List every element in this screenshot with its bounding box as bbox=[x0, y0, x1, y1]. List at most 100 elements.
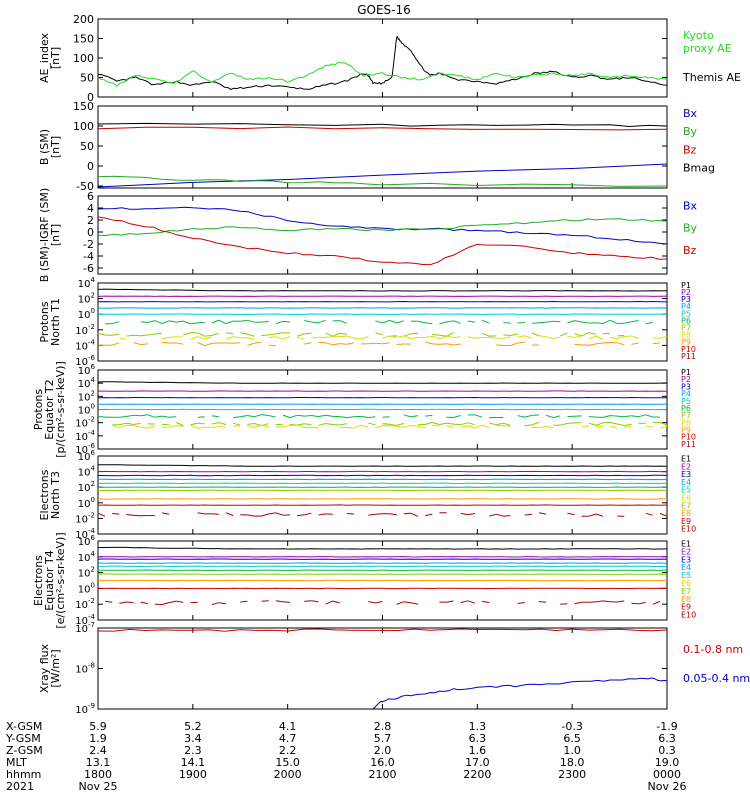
series-p9-segment bbox=[432, 343, 440, 345]
series-p7-segment bbox=[389, 423, 397, 426]
series-p7-segment bbox=[126, 422, 134, 425]
series-p7-segment bbox=[218, 422, 227, 425]
series-e10-segment bbox=[375, 600, 383, 604]
panel-frame bbox=[97, 455, 668, 535]
series-p9-segment bbox=[368, 342, 376, 345]
series-bmag bbox=[97, 122, 668, 128]
legend-label-bz: Bz bbox=[683, 143, 697, 156]
series-p8-segment bbox=[325, 336, 333, 338]
series-p6-segment bbox=[318, 414, 326, 418]
series-p8-segment bbox=[197, 336, 205, 340]
series-p9-segment bbox=[133, 342, 141, 346]
legend-label-p5: P5 bbox=[681, 397, 691, 406]
series-p6-segment bbox=[425, 322, 433, 325]
series-p9-segment bbox=[304, 342, 312, 345]
series-p7-segment bbox=[446, 332, 454, 337]
series-p8-segment bbox=[467, 425, 476, 429]
series-p7-segment bbox=[524, 424, 532, 427]
series-e10-segment bbox=[225, 512, 234, 517]
series-bx bbox=[97, 206, 668, 245]
series-p6-segment bbox=[268, 415, 276, 418]
y-tick-label: 50 bbox=[80, 72, 94, 85]
series-p6-segment bbox=[617, 415, 625, 418]
series-p6-segment bbox=[631, 415, 639, 418]
series-p8-segment bbox=[190, 336, 198, 340]
y-tick-label: 10-6 bbox=[75, 354, 95, 368]
series-e10-segment bbox=[588, 513, 597, 517]
series-p8-segment bbox=[296, 336, 305, 340]
series-p6-segment bbox=[211, 415, 219, 418]
series-p8-segment bbox=[382, 335, 390, 339]
series-p9-segment bbox=[510, 342, 518, 346]
x-row-value: 13.1 bbox=[86, 756, 111, 769]
legend-label-p4: P4 bbox=[681, 390, 691, 399]
y-axis-label: [e/(cm²-s-sr-keV)] bbox=[54, 532, 67, 628]
series-p8-segment bbox=[161, 336, 170, 340]
series-p6-segment bbox=[602, 415, 611, 418]
y-tick-label: 102 bbox=[78, 292, 95, 306]
series-p8-segment bbox=[538, 335, 547, 338]
series-p6-segment bbox=[638, 414, 646, 418]
series-p8-segment bbox=[197, 426, 205, 429]
series-p6-segment bbox=[254, 414, 262, 418]
series-p6-segment bbox=[140, 414, 148, 417]
y-axis-label: [nT] bbox=[49, 224, 62, 246]
series-e10-segment bbox=[161, 602, 170, 605]
x-row-label: X-GSM bbox=[6, 720, 42, 733]
series-p6-segment bbox=[112, 321, 120, 325]
y-axis-label: North T3 bbox=[49, 471, 62, 519]
series-p8-segment bbox=[503, 336, 511, 339]
series-p6-segment bbox=[297, 414, 305, 417]
series-p9-segment bbox=[652, 342, 660, 345]
series-p6-segment bbox=[645, 414, 653, 418]
series-p9-segment bbox=[425, 341, 433, 345]
series-e10-segment bbox=[168, 600, 177, 604]
series-p8-segment bbox=[474, 337, 483, 339]
x-row-label: Z-GSM bbox=[6, 744, 43, 757]
series-p8-segment bbox=[346, 427, 355, 429]
x-row-value: 6.3 bbox=[658, 732, 676, 745]
legend-label-p5: P5 bbox=[681, 309, 691, 318]
series-p7-segment bbox=[275, 332, 283, 335]
series-e10-segment bbox=[190, 601, 198, 604]
series-e10-segment bbox=[403, 512, 411, 515]
y-tick-label: 104 bbox=[78, 550, 96, 564]
legend-label-e4: E4 bbox=[681, 563, 691, 572]
series-p7-segment bbox=[176, 422, 184, 426]
series-p8-segment bbox=[439, 335, 447, 340]
series-p6-segment bbox=[154, 415, 163, 418]
series-p6-segment bbox=[311, 321, 319, 324]
y-tick-label: 10-4 bbox=[75, 429, 95, 443]
series-e10-segment bbox=[261, 600, 269, 602]
series-e10-segment bbox=[197, 512, 205, 515]
series-p6-segment bbox=[282, 414, 291, 419]
series-p7-segment bbox=[232, 422, 241, 426]
y-tick-label: 0 bbox=[87, 91, 94, 104]
series-e10-segment bbox=[410, 602, 419, 605]
series-p8-segment bbox=[574, 335, 582, 338]
series-p7-segment bbox=[268, 333, 276, 336]
series-p7-segment bbox=[446, 422, 454, 425]
series-e10-segment bbox=[560, 603, 568, 605]
y-axis-label: [nT] bbox=[49, 136, 62, 158]
series-p6-segment bbox=[446, 320, 454, 323]
series-p6-segment bbox=[503, 322, 511, 324]
series-p9-segment bbox=[496, 344, 504, 346]
series-p7-segment bbox=[403, 333, 412, 337]
series-p8-segment bbox=[403, 335, 412, 340]
series-e10-segment bbox=[297, 514, 305, 517]
y-tick-label: 10-2 bbox=[75, 511, 95, 525]
x-row-value: 6.3 bbox=[469, 732, 487, 745]
series-p7-segment bbox=[531, 421, 540, 426]
series-p8-segment bbox=[140, 426, 148, 429]
series-p6-segment bbox=[211, 319, 220, 324]
series-p6-segment bbox=[197, 416, 205, 418]
series-p8-segment bbox=[524, 335, 533, 339]
series-p7-segment bbox=[617, 334, 625, 337]
series-p8-segment bbox=[446, 425, 454, 428]
series-e10-segment bbox=[517, 602, 525, 604]
